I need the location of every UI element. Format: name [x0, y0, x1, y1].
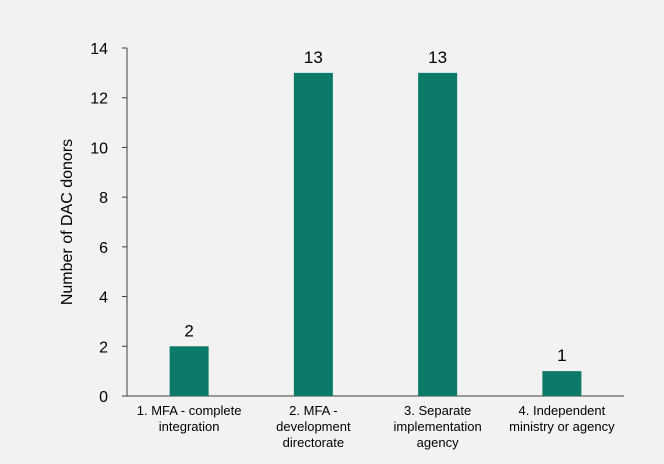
y-tick-label: 14	[90, 41, 108, 58]
bar	[418, 72, 458, 396]
y-axis-title: Number of DAC donors	[59, 139, 76, 305]
data-labels: 2 13 13 1	[184, 48, 566, 365]
data-label: 13	[428, 48, 447, 67]
data-label: 2	[184, 321, 193, 340]
bar	[169, 346, 209, 396]
bar	[542, 371, 582, 396]
data-label: 13	[304, 48, 323, 67]
y-tick-label: 2	[99, 339, 108, 356]
category-labels: 1. MFA - complete integration 2. MFA -deve…	[137, 403, 615, 450]
y-tick-label: 8	[99, 190, 108, 207]
y-tick-label: 4	[99, 290, 108, 307]
y-tick-label: 6	[99, 240, 108, 257]
y-tick-label: 12	[90, 91, 108, 108]
x-category-label: 2. MFA -development directorate	[276, 403, 351, 450]
data-label: 1	[557, 346, 566, 365]
bars	[169, 72, 582, 396]
y-tick-label: 10	[90, 140, 108, 157]
x-category-label: 3. Separate implementation agency	[394, 403, 482, 450]
y-tick-label: 0	[99, 389, 108, 406]
bar	[293, 72, 333, 396]
x-category-label: 4. Independent ministry or agency	[509, 403, 615, 434]
x-category-label: 1. MFA - complete integration	[137, 403, 242, 434]
y-axis: 0 2 4 6 8 10 12 14	[90, 41, 128, 406]
